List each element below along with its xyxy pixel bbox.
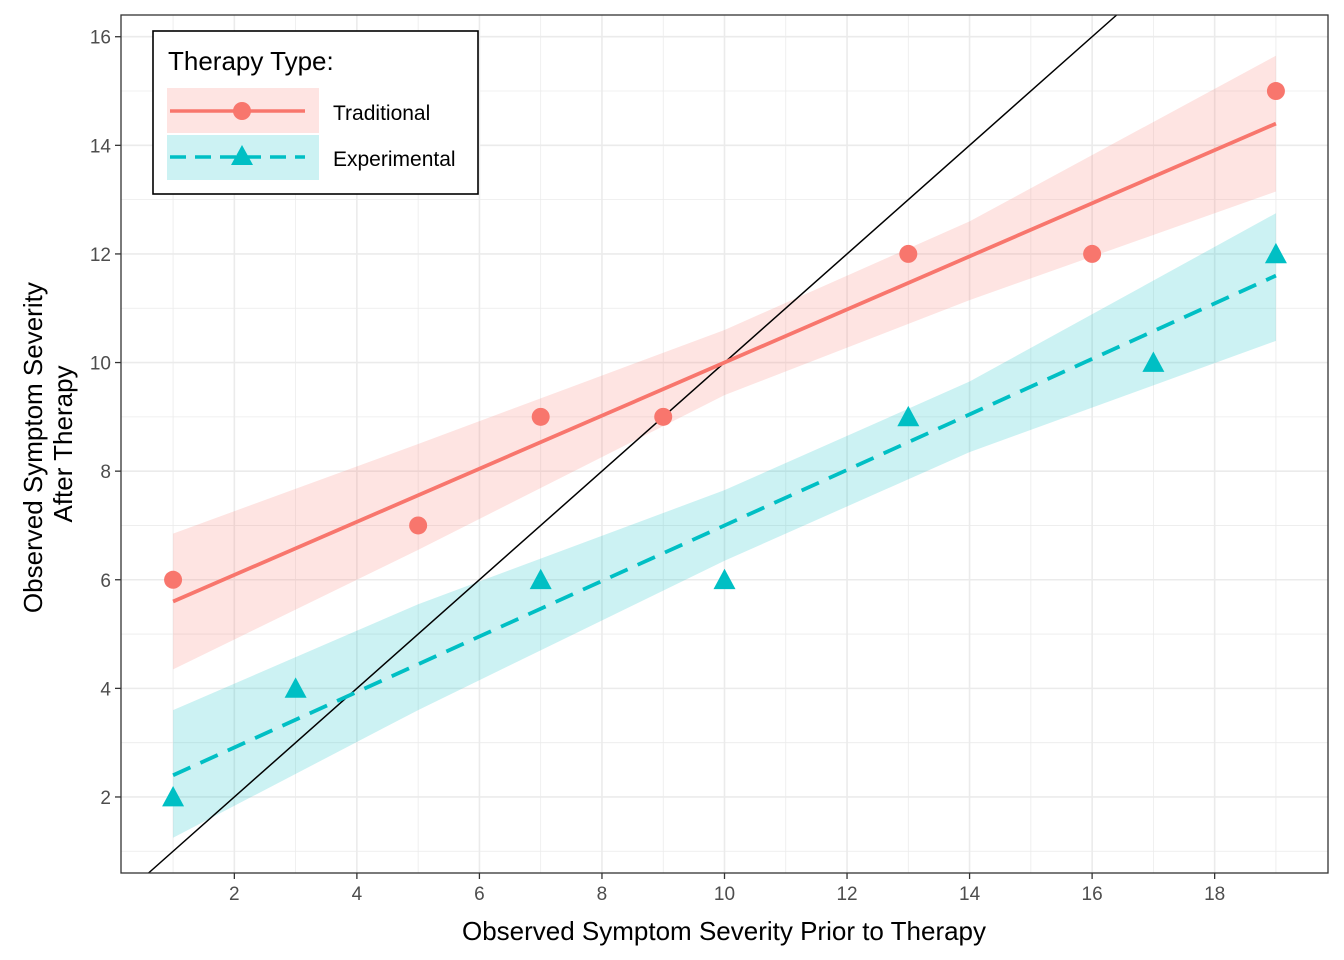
identity-line bbox=[148, 14, 1118, 874]
legend-key-traditional bbox=[167, 88, 319, 133]
point-experimental bbox=[529, 568, 552, 590]
point-experimental bbox=[1142, 351, 1165, 372]
x-tick-label: 10 bbox=[714, 884, 735, 905]
y-tick-label: 10 bbox=[90, 354, 111, 375]
point-experimental bbox=[1264, 242, 1287, 264]
x-axis-title: Observed Symptom Severity Prior to Thera… bbox=[462, 916, 986, 946]
x-tick-label: 6 bbox=[474, 884, 485, 905]
y-axis-title-line-2: After Therapy bbox=[48, 365, 78, 522]
point-traditional bbox=[409, 516, 428, 535]
point-traditional bbox=[899, 244, 918, 263]
major-gridlines bbox=[121, 15, 1328, 873]
point-experimental bbox=[162, 785, 185, 807]
x-tick-label: 12 bbox=[836, 884, 857, 905]
data-points bbox=[162, 82, 1287, 807]
y-axis-title: Observed Symptom Severity After Therapy bbox=[18, 275, 78, 613]
point-experimental bbox=[284, 677, 307, 698]
x-axis: 2 4 6 8 10 12 14 16 18 bbox=[229, 873, 1225, 905]
x-tick-label: 8 bbox=[597, 884, 608, 905]
fit-line-experimental bbox=[172, 273, 1277, 777]
legend-box bbox=[152, 30, 479, 195]
legend-marker-traditional bbox=[233, 102, 251, 120]
legend-label-traditional: Traditional bbox=[333, 102, 430, 125]
point-experimental bbox=[713, 568, 736, 590]
x-tick-label: 4 bbox=[352, 884, 363, 905]
point-traditional bbox=[164, 570, 183, 589]
y-tick-label: 4 bbox=[100, 679, 111, 700]
legend-label-experimental: Experimental bbox=[333, 148, 456, 171]
legend-marker-experimental bbox=[231, 145, 253, 165]
x-tick-label: 16 bbox=[1082, 884, 1103, 905]
fit-lines bbox=[172, 121, 1277, 777]
y-axis-title-line-1: Observed Symptom Severity bbox=[18, 282, 48, 613]
y-tick-label: 12 bbox=[90, 245, 111, 266]
x-tick-label: 14 bbox=[959, 884, 981, 905]
legend-key-experimental bbox=[167, 135, 319, 180]
point-traditional bbox=[531, 407, 550, 426]
point-traditional bbox=[1083, 244, 1102, 263]
y-tick-label: 16 bbox=[90, 28, 111, 49]
y-tick-label: 2 bbox=[100, 788, 111, 809]
y-tick-label: 8 bbox=[100, 462, 111, 483]
point-experimental bbox=[897, 405, 920, 427]
point-traditional bbox=[1266, 82, 1285, 101]
y-tick-label: 6 bbox=[100, 571, 111, 592]
x-tick-label: 2 bbox=[229, 884, 240, 905]
legend: Therapy Type: Traditional Experimental bbox=[152, 30, 479, 195]
fit-line-traditional bbox=[172, 121, 1277, 604]
identity-line-layer bbox=[148, 14, 1118, 874]
y-axis: 2 4 6 8 10 12 14 16 bbox=[90, 28, 121, 809]
point-traditional bbox=[654, 407, 673, 426]
legend-title: Therapy Type: bbox=[168, 46, 334, 76]
y-tick-label: 14 bbox=[90, 136, 112, 157]
x-tick-label: 18 bbox=[1204, 884, 1225, 905]
